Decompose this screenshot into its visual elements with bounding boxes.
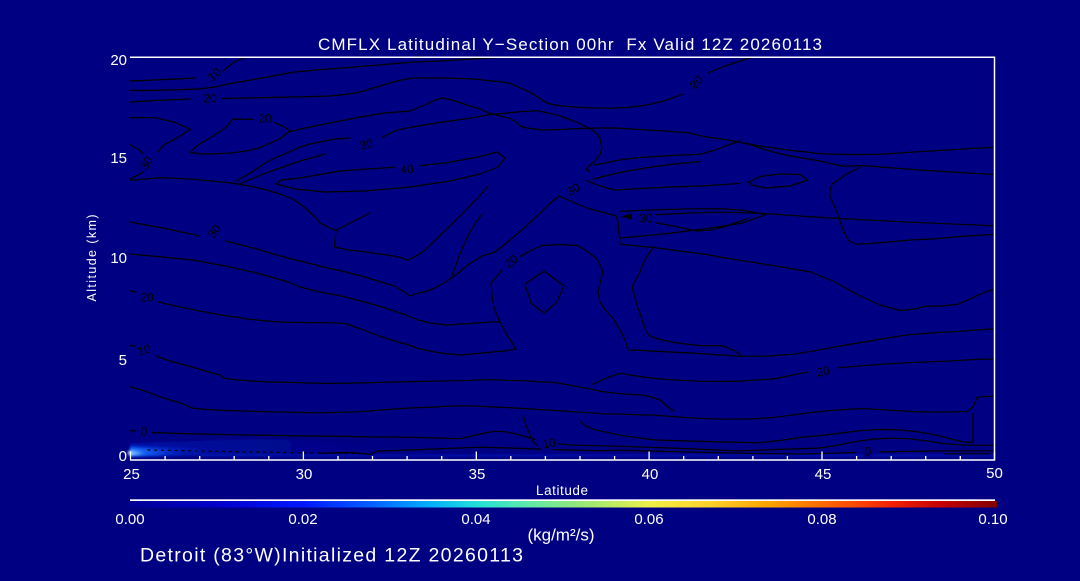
svg-text:0.10: 0.10: [978, 511, 1007, 528]
svg-text:20: 20: [258, 112, 272, 126]
svg-text:Latitude: Latitude: [536, 483, 588, 498]
svg-text:20: 20: [140, 291, 154, 305]
svg-text:30: 30: [639, 212, 653, 226]
svg-text:Detroit (83°W)Initialized 12Z: Detroit (83°W)Initialized 12Z 20260113: [140, 545, 523, 567]
svg-text:35: 35: [469, 466, 486, 483]
svg-text:0.00: 0.00: [115, 511, 144, 528]
svg-text:0: 0: [141, 425, 148, 439]
svg-text:0.02: 0.02: [288, 511, 317, 528]
svg-text:30: 30: [296, 466, 313, 483]
svg-text:0.04: 0.04: [461, 511, 490, 528]
svg-text:25: 25: [123, 466, 140, 483]
svg-text:0: 0: [119, 448, 127, 465]
svg-text:0.06: 0.06: [634, 511, 663, 528]
svg-text:40: 40: [642, 466, 659, 483]
svg-text:20: 20: [815, 363, 831, 380]
svg-text:0.08: 0.08: [807, 511, 836, 528]
svg-text:(kg/m²/s): (kg/m²/s): [527, 526, 594, 545]
svg-text:10: 10: [110, 250, 127, 267]
svg-text:20: 20: [110, 52, 127, 69]
svg-text:10: 10: [541, 435, 557, 451]
svg-text:30: 30: [358, 136, 374, 153]
svg-text:5: 5: [119, 352, 127, 369]
svg-text:CMFLX Latitudinal Y−Section 00: CMFLX Latitudinal Y−Section 00hr Fx Vali…: [318, 35, 822, 54]
svg-text:45: 45: [815, 466, 832, 483]
svg-text:20: 20: [203, 92, 217, 106]
svg-text:50: 50: [986, 465, 1003, 482]
svg-text:40: 40: [399, 162, 414, 178]
svg-text:15: 15: [110, 150, 127, 167]
svg-text:0: 0: [865, 445, 872, 459]
